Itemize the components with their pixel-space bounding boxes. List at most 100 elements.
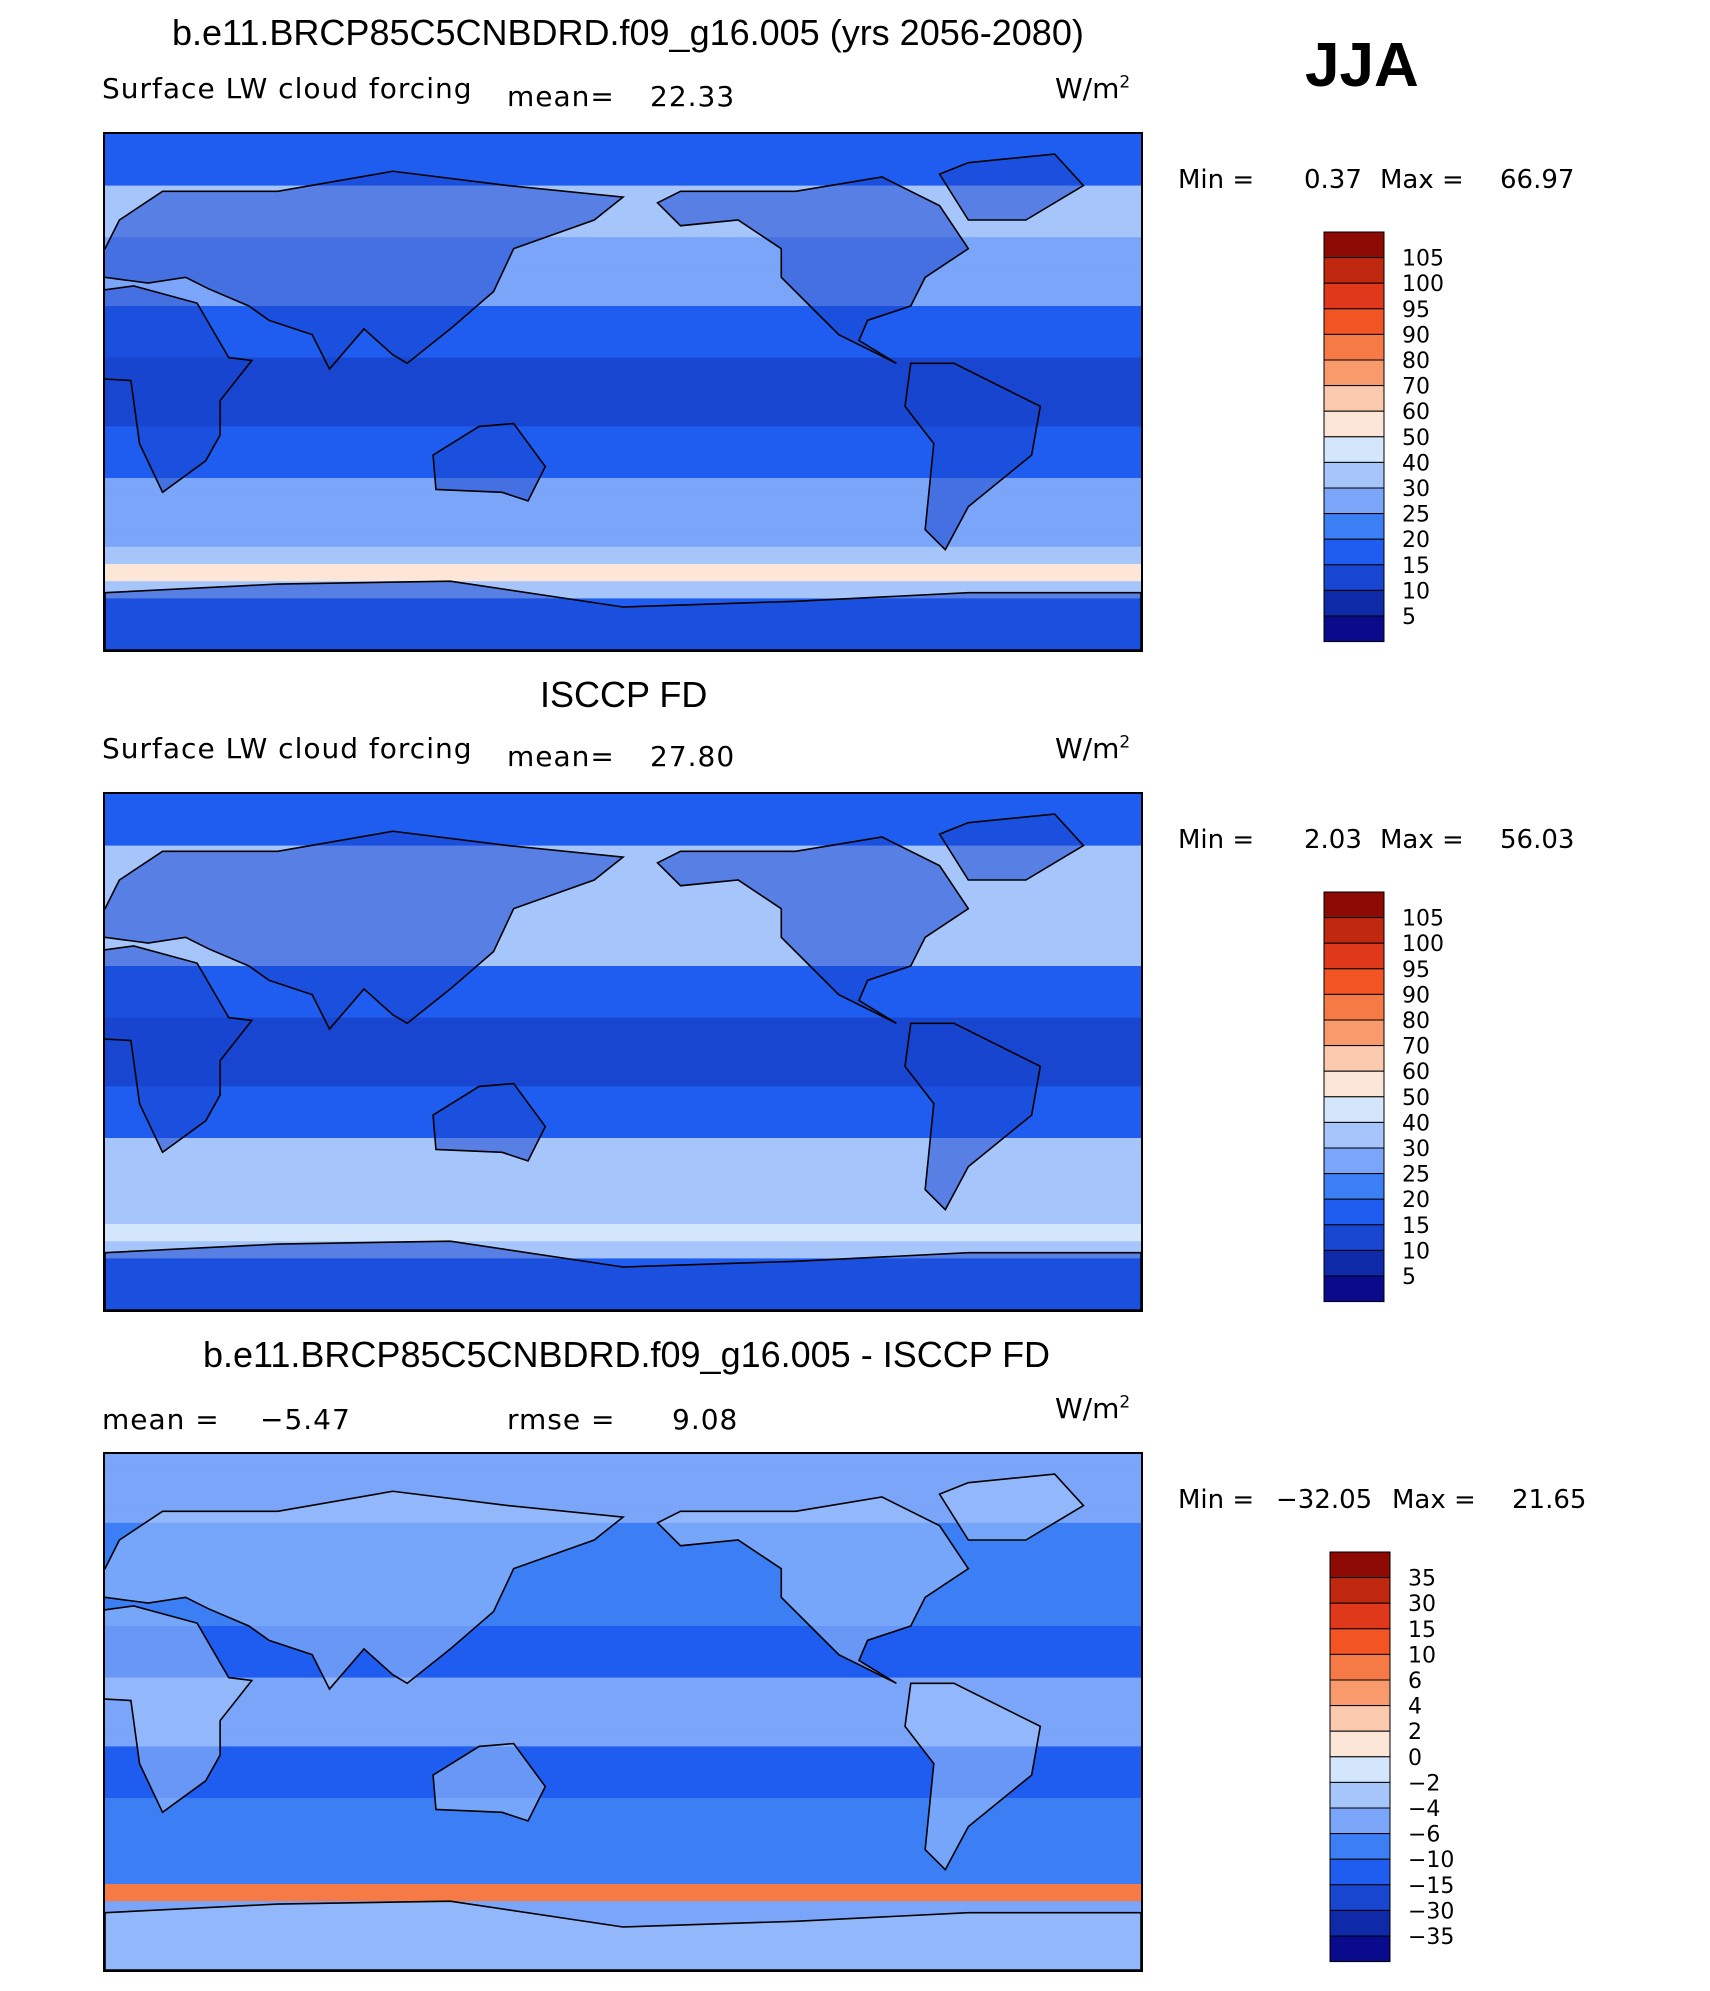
colorbar-tick-label: 4 [1408, 1695, 1422, 1720]
colorbar-box [1323, 1121, 1385, 1149]
colorbar-tick-label: 100 [1402, 272, 1444, 297]
map-band [105, 1120, 1141, 1139]
map-coastline [904, 1022, 1042, 1211]
map-coastline [938, 813, 1085, 881]
colorbar-box [1323, 359, 1385, 387]
map-band [105, 1763, 1141, 1782]
colorbar-box [1323, 942, 1385, 970]
colorbar-tick-label: 6 [1408, 1669, 1422, 1694]
colorbar-tick-label: −15 [1408, 1874, 1454, 1899]
colorbar-tick-label: 60 [1402, 400, 1430, 425]
colorbar-box [1329, 1602, 1391, 1630]
map-band [105, 151, 1141, 169]
panel-3-rmse-label: rmse = [507, 1403, 616, 1436]
map-band [105, 1000, 1141, 1019]
colorbar-box [1323, 513, 1385, 540]
colorbar-box [1323, 487, 1385, 515]
map-band [105, 495, 1141, 513]
colorbar-tick-label: −4 [1408, 1797, 1440, 1822]
panel-1-max-label: Max = [1380, 165, 1464, 195]
colorbar-tick-label: 15 [1402, 554, 1430, 579]
map-coastline [432, 1082, 547, 1162]
panel-3-colorbar: 35 30 15 10 6 4 2 0 −2 −4 −6 −10 −15 −30 −35 [1326, 1551, 1546, 1963]
colorbar-tick-label: 10 [1402, 579, 1430, 604]
panel-1-max-value: 66.97 [1500, 165, 1575, 195]
panel-1-min-label: Min = [1178, 165, 1255, 195]
map-band [105, 1069, 1141, 1087]
colorbar-tick-label: 25 [1402, 503, 1430, 528]
colorbar-tick-label: 30 [1402, 477, 1430, 502]
colorbar-tick-label: 40 [1402, 451, 1430, 476]
colorbar-tick-label: 30 [1402, 1137, 1430, 1162]
map-coastline [938, 1473, 1085, 1541]
map-band [105, 1677, 1141, 1696]
colorbar-box [1323, 282, 1385, 310]
map-coastline [105, 1605, 254, 1814]
colorbar-box [1329, 1730, 1391, 1758]
map-band [105, 1780, 1141, 1799]
colorbar-box [1329, 1935, 1391, 1963]
colorbar-tick-label: 80 [1402, 1009, 1430, 1034]
panel-2-units: W/m2 [1055, 732, 1131, 765]
map-coastline [105, 580, 1141, 650]
map-coastline [105, 1240, 1141, 1310]
colorbar-box [1329, 1679, 1391, 1707]
colorbar-box [1323, 589, 1385, 617]
panel-2-max-value: 56.03 [1500, 825, 1575, 855]
panel-2-title: ISCCP FD [540, 674, 708, 715]
colorbar-box [1323, 1070, 1385, 1098]
colorbar-box [1323, 1045, 1385, 1072]
colorbar-box [1323, 1173, 1385, 1200]
map-band [105, 1017, 1141, 1036]
colorbar-box [1323, 564, 1385, 591]
panel-3-title: b.e11.BRCP85C5CNBDRD.f09_g16.005 - ISCCP… [203, 1334, 1051, 1375]
map-coastline [904, 362, 1042, 551]
colorbar-tick-label: 50 [1402, 1086, 1430, 1111]
colorbar-tick-label: 35 [1408, 1567, 1436, 1592]
colorbar-tick-label: 5 [1402, 1265, 1416, 1290]
map-band [105, 1884, 1141, 1902]
colorbar-box [1323, 1096, 1385, 1123]
map-band [105, 1189, 1141, 1208]
map-band [105, 983, 1141, 1001]
map-band [105, 340, 1141, 359]
panel-3-max-value: 21.65 [1512, 1485, 1587, 1515]
map-coastline [105, 285, 254, 494]
colorbar-tick-label: 25 [1402, 1163, 1430, 1188]
map-coastline [656, 1496, 970, 1685]
panel-3-min-label: Min = [1178, 1485, 1255, 1515]
colorbar-box [1329, 1781, 1391, 1809]
map-band [105, 1052, 1141, 1070]
colorbar-tick-label: 70 [1402, 375, 1430, 400]
panel-1-units: W/m2 [1055, 72, 1131, 105]
panel-2-max-label: Max = [1380, 825, 1464, 855]
colorbar-tick-label: 80 [1402, 349, 1430, 374]
map-band [105, 811, 1141, 829]
colorbar-tick-label: 95 [1402, 298, 1430, 323]
map-band [105, 1224, 1141, 1242]
panel-1-colorbar: 105 100 95 90 80 70 60 50 40 30 25 20 15 10 5 [1320, 231, 1540, 643]
map-band [105, 134, 1141, 152]
map-band [105, 460, 1141, 479]
panel-3-rmse-value: 9.08 [672, 1403, 739, 1436]
map-band [105, 564, 1141, 582]
map-coastline [105, 830, 626, 1031]
panel-1-min-value: 0.37 [1304, 165, 1362, 195]
colorbar-tick-label: 40 [1402, 1111, 1430, 1136]
map-coastline [105, 170, 626, 371]
colorbar-box [1323, 1147, 1385, 1175]
map-band [105, 426, 1141, 445]
panel-2-variable: Surface LW cloud forcing [102, 732, 473, 765]
panel-1-mean-label: mean= [507, 80, 615, 113]
colorbar-box [1329, 1909, 1391, 1937]
colorbar-box [1323, 968, 1385, 995]
map-band [105, 546, 1141, 565]
colorbar-box [1323, 1249, 1385, 1277]
colorbar-tick-label: 70 [1402, 1035, 1430, 1060]
map-band [105, 1849, 1141, 1868]
colorbar-box [1323, 917, 1385, 944]
map-band [105, 409, 1141, 427]
map-band [105, 1034, 1141, 1053]
colorbar-tick-label: −6 [1408, 1823, 1440, 1848]
map-coastline [105, 1900, 1141, 1970]
